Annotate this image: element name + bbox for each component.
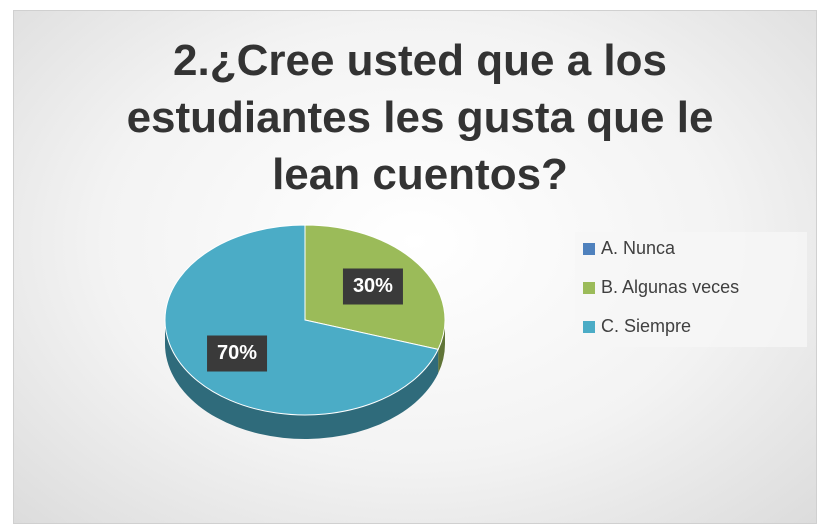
legend-label: C. Siempre — [601, 316, 691, 336]
data-label: 30% — [353, 275, 393, 297]
legend-swatch — [583, 282, 595, 294]
data-label-box — [342, 268, 403, 305]
legend-label: A. Nunca — [601, 238, 676, 258]
chart-title: 2.¿Cree usted que a los estudiantes les … — [126, 36, 714, 199]
legend-swatch — [583, 321, 595, 333]
legend-label: B. Algunas veces — [601, 277, 739, 297]
data-label-box — [207, 335, 268, 372]
data-label: 70% — [217, 342, 257, 364]
slice-side — [165, 320, 439, 439]
legend-box — [575, 232, 807, 347]
legend-swatch — [583, 243, 595, 255]
slice-side — [438, 320, 445, 374]
